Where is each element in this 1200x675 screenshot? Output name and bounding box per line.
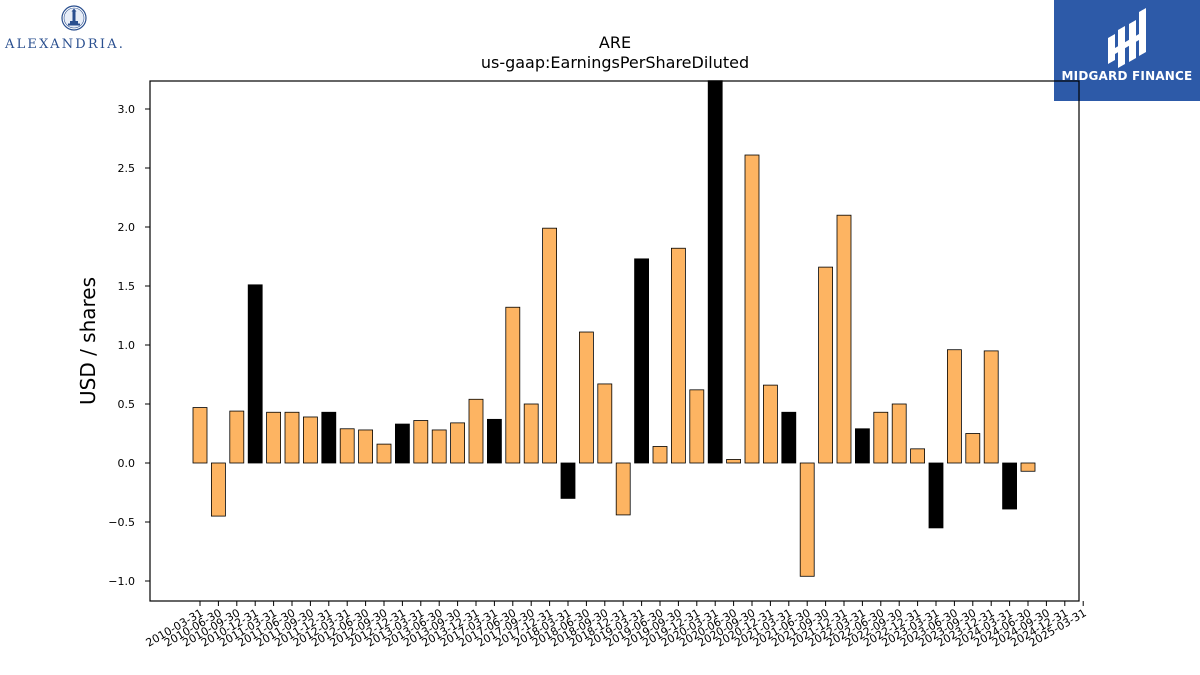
bar — [891, 403, 907, 464]
y-tick-label: 2.5 — [118, 162, 136, 175]
plot-frame — [149, 80, 1080, 602]
bar — [873, 411, 889, 464]
bar — [597, 383, 613, 464]
bar — [652, 446, 668, 464]
bar — [560, 462, 576, 499]
bar — [468, 398, 484, 464]
bar — [689, 389, 705, 464]
bar — [836, 214, 852, 464]
bar — [523, 403, 539, 464]
alexandria-seal-icon — [61, 5, 87, 31]
bar — [284, 411, 300, 464]
bar — [983, 350, 999, 464]
bar — [818, 266, 833, 464]
y-axis-ticks: −1.0 −0.5 0.0 0.5 1.0 1.5 2.0 2.5 3.0 — [108, 103, 150, 588]
bar — [579, 331, 594, 464]
bar — [1002, 462, 1017, 510]
bar — [965, 433, 981, 464]
chart-subtitle: us-gaap:EarningsPerShareDiluted — [481, 53, 749, 72]
bar — [726, 459, 741, 464]
bar — [799, 462, 815, 577]
bars — [192, 80, 1036, 577]
midgard-finance-wordmark: MIDGARD FINANCE — [1061, 69, 1193, 83]
bar — [947, 349, 962, 464]
bar — [266, 411, 282, 464]
alexandria-wordmark: ALEXANDRIA. — [5, 37, 126, 52]
bar — [321, 411, 337, 464]
bar — [413, 420, 429, 464]
y-axis-label: USD / shares — [76, 277, 100, 405]
bar — [302, 416, 318, 464]
bar — [358, 429, 374, 464]
y-tick-label: −1.0 — [108, 575, 135, 588]
bar — [505, 306, 521, 464]
bar — [486, 418, 502, 464]
bar — [431, 429, 447, 464]
bar — [855, 428, 870, 464]
bar — [542, 227, 557, 464]
y-tick-label: 1.0 — [118, 339, 136, 352]
bar — [928, 462, 944, 529]
bar — [376, 443, 392, 464]
y-tick-label: 0.0 — [118, 457, 136, 470]
chart-title: ARE — [599, 33, 631, 52]
bar — [707, 80, 723, 464]
bar — [229, 410, 245, 464]
bar — [192, 407, 208, 464]
bar — [634, 258, 649, 464]
bar — [247, 284, 263, 464]
bar — [615, 462, 631, 516]
midgard-finance-logo: MIDGARD FINANCE — [1054, 0, 1200, 101]
y-tick-label: 3.0 — [118, 103, 136, 116]
y-tick-label: 0.5 — [118, 398, 136, 411]
bar — [744, 154, 760, 464]
bar — [210, 462, 226, 517]
y-tick-label: 2.0 — [118, 221, 136, 234]
bar — [394, 423, 410, 464]
y-tick-label: −0.5 — [108, 516, 135, 529]
x-axis-ticks: 2010-03-312010-06-302010-09-302010-12-31… — [144, 601, 1089, 650]
alexandria-logo: ALEXANDRIA. — [0, 0, 150, 60]
bar — [339, 428, 355, 464]
bar — [450, 422, 466, 464]
bar — [910, 448, 925, 464]
bar — [1020, 462, 1036, 472]
midgard-finance-mark-icon — [1108, 8, 1146, 68]
bar — [763, 384, 778, 464]
bar — [671, 247, 686, 464]
bar — [781, 411, 797, 464]
y-tick-label: 1.5 — [118, 280, 136, 293]
